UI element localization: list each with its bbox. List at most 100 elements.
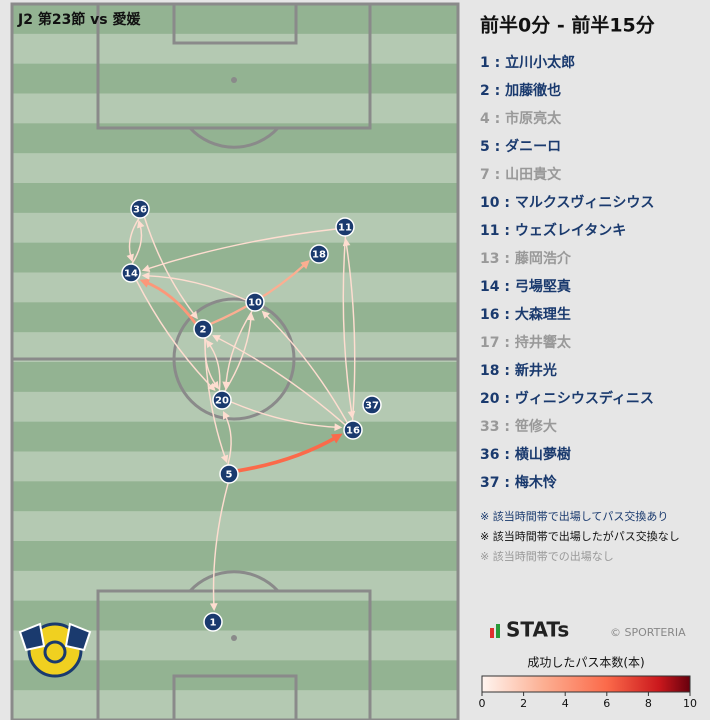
player-entry: 1 : 立川小太郎: [480, 54, 575, 71]
pass-arrowhead: [330, 433, 343, 444]
player-entry: 11 : ウェズレイタンキ: [480, 222, 626, 239]
pass-arrowhead: [137, 219, 145, 229]
player-node: [343, 420, 363, 440]
player-node: [362, 395, 382, 415]
pass-arrowhead: [246, 312, 255, 321]
stripe: [12, 302, 458, 333]
pass: [225, 310, 253, 386]
player-node-label: 16: [346, 426, 360, 437]
stripe: [12, 183, 458, 214]
note: ※ 該当時間帯で出場したがパス交換なし: [480, 529, 680, 543]
pass-arrowhead: [211, 380, 220, 390]
player-entry: 2 : 加藤徹也: [480, 82, 561, 99]
player-entry: 4 : 市原亮太: [480, 110, 562, 127]
colorbar-title: 成功したパス本数(本): [527, 655, 644, 670]
pass: [131, 223, 143, 264]
colorbar-tick-label: 0: [479, 697, 486, 710]
player-node: [203, 612, 223, 632]
pass-arrowhead: [334, 423, 343, 432]
club-logo: [18, 622, 92, 678]
stripe: [12, 600, 458, 631]
stripe: [12, 421, 458, 452]
stats-logo: STATs: [506, 618, 569, 642]
player-node-label: 36: [133, 205, 147, 216]
colorbar-tick-label: 2: [520, 697, 527, 710]
pass-arrowhead: [222, 410, 230, 420]
colorbar: [481, 675, 691, 693]
player-node: [121, 263, 141, 283]
pass: [224, 316, 252, 392]
pass-arrowhead: [220, 454, 229, 464]
player-node: [219, 464, 239, 484]
pass: [204, 338, 227, 460]
pass: [215, 336, 346, 426]
player-node: [245, 292, 265, 312]
player-entry: 20 : ヴィニシウスディニス: [480, 390, 654, 407]
pass: [342, 236, 353, 416]
pass-arrowhead: [300, 259, 310, 270]
stripe: [12, 242, 458, 273]
player-node: [193, 319, 213, 339]
player-entry: 7 : 山田貴文: [480, 166, 562, 183]
stripe: [12, 362, 458, 393]
pass: [231, 401, 339, 429]
pass-arrowhead: [209, 603, 218, 612]
pass: [224, 414, 232, 465]
pass-arrowhead: [261, 310, 270, 319]
note: ※ 該当時間帯で出場してパス交換あり: [480, 509, 668, 523]
player-node-label: 1: [210, 618, 217, 629]
player-node-label: 37: [365, 401, 379, 412]
note: ※ 該当時間帯での出場なし: [480, 549, 614, 563]
player-node: [335, 217, 355, 237]
stripe: [12, 93, 458, 124]
colorbar-tick-label: 10: [683, 697, 697, 710]
player-node-label: 11: [338, 223, 352, 234]
pass: [136, 280, 214, 389]
stripe: [12, 4, 458, 35]
pass-arrowhead: [141, 264, 151, 272]
stripe: [12, 481, 458, 512]
player-node: [130, 199, 150, 219]
player-entry: 36 : 横山夢樹: [480, 446, 571, 463]
match-title: J2 第23節 vs 愛媛: [17, 11, 142, 28]
pass: [143, 217, 196, 317]
pass: [212, 483, 229, 608]
player-node-label: 2: [200, 325, 207, 336]
player-list: 1 : 立川小太郎 2 : 加藤徹也 4 : 市原亮太 5 : ダニーロ 7 : 山田貴…: [480, 54, 680, 563]
player-entry: 10 : マルクスヴィニシウス: [480, 194, 654, 211]
player-node: [212, 390, 232, 410]
brand: STATs © SPORTERIA: [490, 618, 686, 642]
logo-bar: [496, 624, 500, 638]
pass: [264, 313, 348, 423]
stripe: [12, 690, 458, 721]
credit: © SPORTERIA: [610, 626, 686, 639]
pass-arrowhead: [141, 271, 150, 280]
player-entry: 13 : 藤岡浩介: [480, 250, 572, 267]
player-entry: 33 : 笹修大: [480, 418, 557, 435]
pass-arrowhead: [222, 381, 231, 390]
pass: [145, 274, 246, 301]
penalty-spot: [231, 635, 237, 641]
pass-arrowhead: [126, 253, 134, 263]
players-on-pitch: 36 14 11 18 10 2 20 37 16 5 1: [121, 199, 382, 632]
pass-arrowhead: [342, 237, 351, 247]
player-entry: 37 : 梅木怜: [480, 474, 557, 491]
pitch: [12, 4, 458, 721]
period: 前半0分 - 前半15分: [480, 14, 655, 37]
stripe: [12, 212, 458, 244]
player-entry: 14 : 弓場堅真: [480, 278, 571, 295]
pass: [345, 241, 356, 421]
player-node: [309, 244, 329, 264]
stripe: [12, 541, 458, 572]
pass-arrowhead: [212, 335, 221, 343]
penalty-spot: [231, 77, 237, 83]
player-node-label: 20: [215, 396, 229, 407]
stripe: [12, 153, 458, 184]
player-entry: 18 : 新井光: [480, 362, 557, 379]
colorbar-tick-label: 6: [603, 697, 610, 710]
pass: [128, 218, 140, 259]
pass-arrowhead: [205, 339, 214, 349]
player-node-label: 18: [312, 250, 326, 261]
pass: [143, 280, 197, 325]
stripe: [12, 570, 458, 602]
